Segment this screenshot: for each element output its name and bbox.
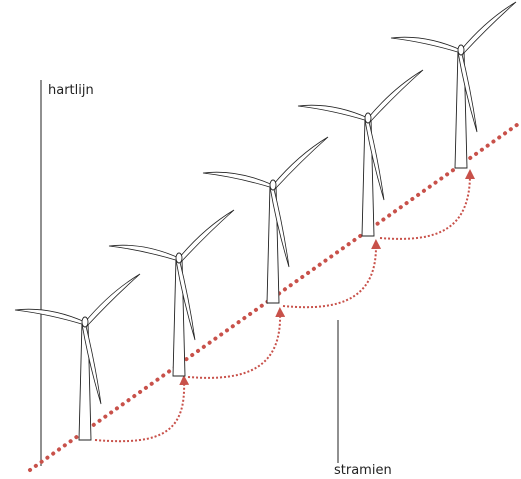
grid-label: stramien [334,463,392,478]
turbines [14,1,517,441]
arcs [94,169,475,443]
centerline-label: hartlijn [48,83,94,98]
grid-line [28,120,521,472]
